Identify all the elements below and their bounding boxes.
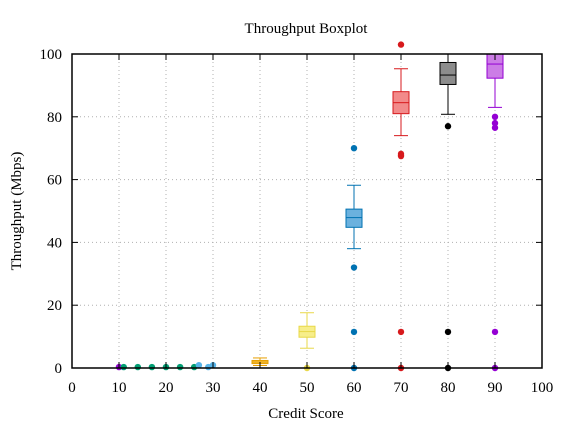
outlier-point [350,264,358,271]
chart-title: Throughput Boxplot [245,21,369,37]
y-tick-label: 100 [40,47,63,63]
outlier-point [444,328,452,336]
box-x80 [439,53,457,372]
x-tick-label: 10 [112,380,127,396]
box-x50 [298,312,316,372]
x-tick-label: 90 [488,380,503,396]
outlier-point [491,328,499,336]
x-tick-label: 80 [441,380,456,396]
x-axis-label: Credit Score [268,406,344,422]
outlier-point [491,113,499,121]
x-tick-label: 0 [68,380,76,396]
outlier-point [444,123,452,130]
x-tick-label: 60 [347,380,362,396]
x-tick-label: 70 [394,380,409,396]
outlier-point [491,119,499,127]
x-tick-label: 50 [300,380,315,396]
outlier-point [350,145,358,152]
data-point [176,363,184,371]
x-tick-label: 100 [531,380,554,396]
y-tick-label: 0 [55,361,63,377]
box-x60 [345,145,363,372]
data-point [148,363,156,371]
box-body [439,61,457,85]
y-tick-label: 20 [47,298,62,314]
outlier-point [397,328,405,336]
box-body [345,208,363,228]
y-axis-label: Throughput (Mbps) [9,152,25,271]
data-point [120,363,127,371]
data-point [134,363,141,371]
x-tick-label: 30 [206,380,221,396]
data-point [195,361,203,369]
x-tick-label: 20 [159,380,174,396]
y-tick-label: 40 [47,235,62,251]
ticks: 0 10 20 30 40 50 60 70 80 90 100 0 20 40 60 80 100 [40,47,554,396]
outlier-point [397,41,405,48]
box-x90 [486,53,504,372]
outlier-point [350,328,358,336]
y-tick-label: 60 [47,173,62,189]
outlier-point [491,124,499,131]
y-tick-label: 80 [47,110,62,126]
x-tick-label: 40 [253,380,268,396]
outlier-point [397,152,405,160]
boxes [251,41,504,372]
